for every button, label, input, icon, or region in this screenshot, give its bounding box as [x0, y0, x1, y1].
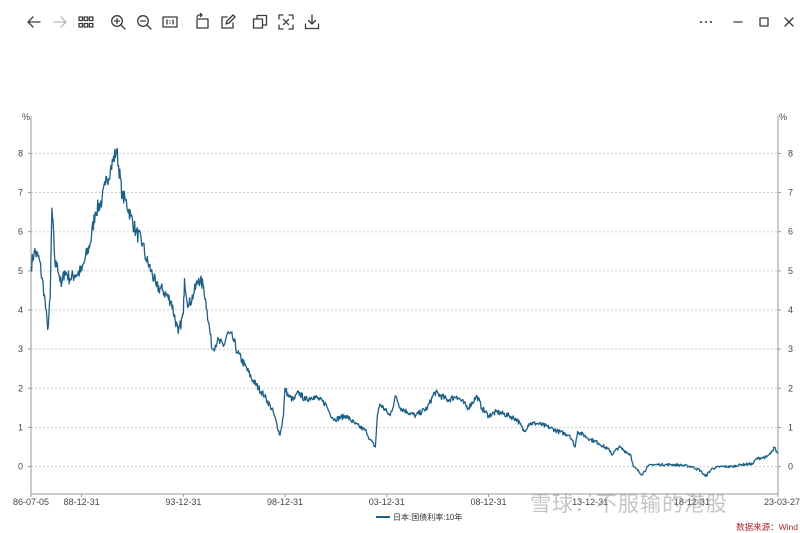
- zoom-in-button[interactable]: [107, 11, 129, 33]
- chart-area: 0 0 1 1 2 2 3 3 4 4 5 5 6 6 7 7 8 8%% 86-07-05 88-12-31 93-1…: [0, 44, 800, 532]
- y-tick-left-4: 4: [18, 305, 23, 315]
- watermark: 雪球：不服输的港股: [530, 492, 728, 516]
- close-button[interactable]: [778, 11, 800, 33]
- y-tick-left-5: 5: [18, 266, 23, 276]
- x-tick-label-3: 98-12-31: [267, 497, 303, 507]
- x-tick-label-2: 93-12-31: [165, 497, 201, 507]
- y-tick-left-6: 6: [18, 227, 23, 237]
- minimize-icon: [733, 21, 743, 23]
- save-button[interactable]: [301, 11, 323, 33]
- gallery-button[interactable]: [75, 11, 97, 33]
- image-viewer-toolbar: [0, 0, 800, 44]
- zoom-in-icon: [111, 15, 126, 30]
- y-tick-right-2: 2: [788, 383, 793, 393]
- zoom-out-button[interactable]: [133, 11, 155, 33]
- x-tick-label-4: 03-12-31: [369, 497, 405, 507]
- forward-button[interactable]: [49, 11, 71, 33]
- y-tick-right-6: 6: [788, 227, 793, 237]
- edit-button[interactable]: [217, 11, 239, 33]
- chart-legend: 日本:国债利率:10年: [376, 511, 462, 523]
- x-tick-label-0: 86-07-05: [13, 497, 49, 507]
- legend-swatch: [376, 516, 390, 518]
- y-unit-right: %: [779, 112, 787, 122]
- rotate-icon: [196, 12, 209, 29]
- x-tick-label-8: 23-03-27: [764, 497, 800, 507]
- y-tick-right-8: 8: [788, 148, 793, 158]
- y-tick-right-3: 3: [788, 344, 793, 354]
- data-source: 数据来源：Wind: [736, 522, 798, 532]
- y-tick-left-3: 3: [18, 344, 23, 354]
- maximize-icon: [759, 17, 769, 27]
- x-tick-label-7: 18-12-31: [674, 497, 710, 507]
- y-tick-right-5: 5: [788, 266, 793, 276]
- close-icon: [784, 17, 794, 27]
- more-options-button[interactable]: [695, 11, 717, 33]
- y-tick-left-8: 8: [18, 148, 23, 158]
- series-line-0: [30, 147, 779, 478]
- y-tick-right-7: 7: [788, 188, 793, 198]
- maximize-button[interactable]: [753, 11, 775, 33]
- arrow-right-icon: [53, 16, 67, 28]
- y-tick-right-0: 0: [788, 462, 793, 472]
- x-tick-label-1: 88-12-31: [64, 497, 100, 507]
- y-tick-right-4: 4: [788, 305, 793, 315]
- edit-icon: [221, 14, 236, 29]
- arrow-left-icon: [27, 16, 41, 28]
- download-icon: [304, 14, 320, 30]
- minimize-button[interactable]: [727, 11, 749, 33]
- fit-screen-button[interactable]: [275, 11, 297, 33]
- fit-screen-icon: [278, 14, 294, 30]
- y-tick-left-0: 0: [18, 462, 23, 472]
- actual-size-icon: [162, 16, 178, 28]
- y-tick-left-2: 2: [18, 383, 23, 393]
- legend-label: 日本:国债利率:10年: [393, 512, 463, 522]
- x-tick-label-5: 08-12-31: [470, 497, 506, 507]
- grid-icon: [78, 16, 94, 28]
- zoom-out-icon: [137, 15, 152, 30]
- more-icon: [700, 21, 712, 23]
- y-tick-left-7: 7: [18, 188, 23, 198]
- x-tick-label-6: 13-12-31: [572, 497, 608, 507]
- y-tick-left-1: 1: [18, 422, 23, 432]
- rotate-button[interactable]: [191, 11, 213, 33]
- y-unit-left: %: [22, 112, 30, 122]
- yield-line-chart: 0 0 1 1 2 2 3 3 4 4 5 5 6 6 7 7 8 8% % 86-07-05 88-12-31 93-1…: [13, 112, 800, 507]
- y-tick-right-1: 1: [788, 422, 793, 432]
- actual-size-button[interactable]: [159, 11, 181, 33]
- copy-icon: [252, 14, 268, 29]
- copy-button[interactable]: [249, 11, 271, 33]
- back-button[interactable]: [23, 11, 45, 33]
